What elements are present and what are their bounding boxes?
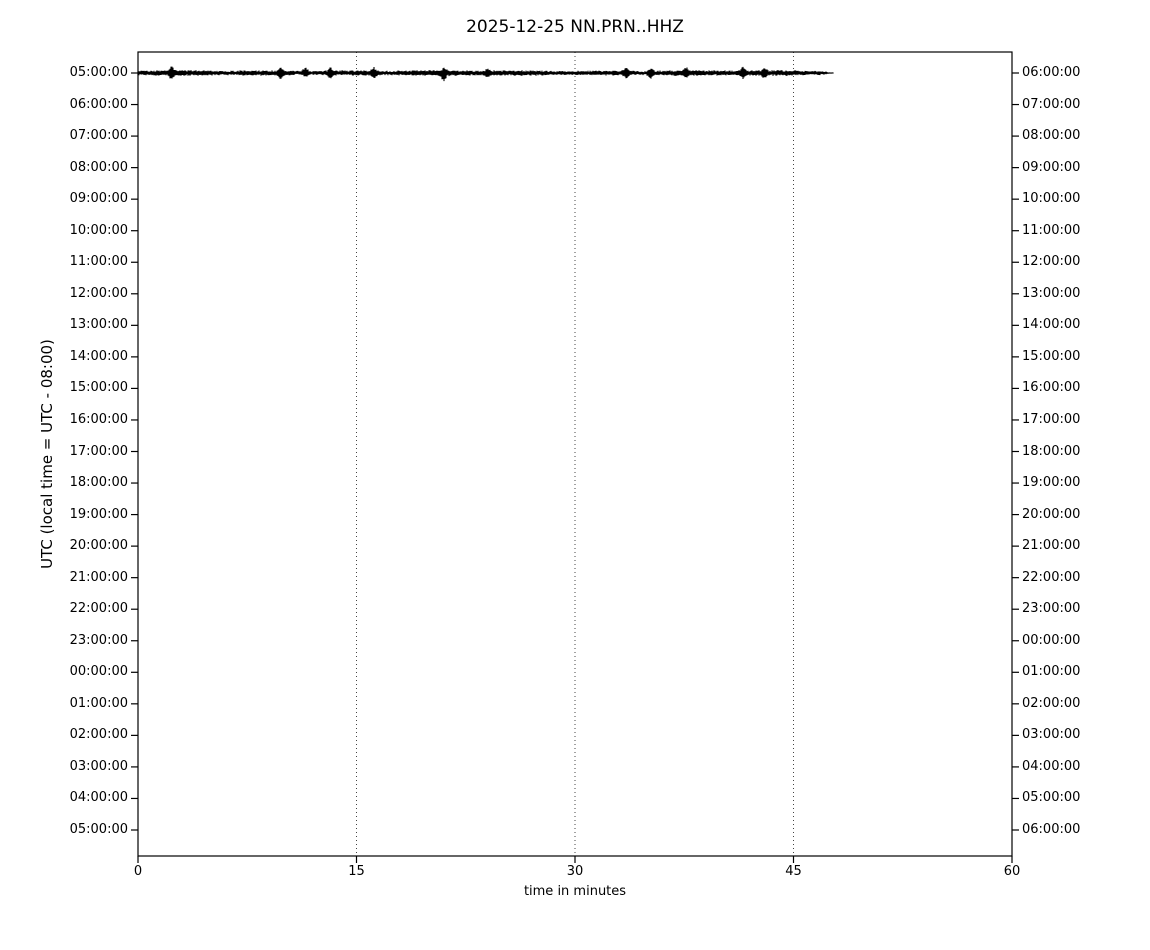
y-tick-label-right: 10:00:00 (1022, 191, 1081, 207)
y-tick-label-left: 04:00:00 (69, 790, 128, 806)
y-tick-label-right: 20:00:00 (1022, 506, 1081, 522)
y-tick-label-right: 08:00:00 (1022, 128, 1081, 144)
y-tick-label-right: 14:00:00 (1022, 317, 1081, 333)
y-tick-label-right: 21:00:00 (1022, 538, 1081, 554)
x-tick-label: 45 (785, 864, 802, 879)
y-tick-label-left: 09:00:00 (69, 191, 128, 207)
x-axis-label: time in minutes (523, 884, 627, 899)
y-tick-label-left: 17:00:00 (69, 443, 128, 459)
y-tick-label-left: 15:00:00 (69, 380, 128, 396)
y-tick-label-left: 05:00:00 (69, 822, 128, 837)
y-tick-label-right: 22:00:00 (1022, 569, 1081, 585)
y-tick-label-left: 20:00:00 (69, 538, 128, 554)
y-tick-label-right: 09:00:00 (1022, 159, 1081, 175)
y-tick-label-right: 00:00:00 (1022, 632, 1081, 648)
y-tick-label-left: 06:00:00 (69, 96, 128, 112)
y-tick-label-right: 13:00:00 (1022, 285, 1081, 301)
y-tick-label-left: 12:00:00 (69, 285, 128, 301)
y-tick-label-right: 02:00:00 (1022, 695, 1081, 711)
y-tick-label-left: 13:00:00 (69, 317, 128, 333)
x-tick-label: 60 (1003, 864, 1021, 879)
y-tick-label-right: 03:00:00 (1022, 727, 1081, 743)
y-tick-label-left: 05:00:00 (69, 65, 128, 80)
y-tick-label-left: 22:00:00 (69, 601, 128, 617)
y-tick-label-right: 16:00:00 (1022, 380, 1081, 396)
y-tick-label-right: 07:00:00 (1022, 96, 1081, 112)
y-tick-label-right: 15:00:00 (1022, 348, 1081, 364)
y-tick-label-right: 17:00:00 (1022, 411, 1081, 427)
x-tick-label: 0 (133, 864, 143, 879)
y-tick-label-left: 19:00:00 (69, 506, 128, 522)
x-tick-label: 15 (348, 864, 365, 879)
y-tick-label-left: 16:00:00 (69, 411, 128, 427)
y-tick-label-right: 18:00:00 (1022, 443, 1081, 459)
y-tick-label-left: 11:00:00 (69, 254, 128, 270)
y-tick-label-right: 23:00:00 (1022, 601, 1081, 617)
y-tick-label-left: 02:00:00 (69, 727, 128, 743)
y-tick-label-left: 14:00:00 (69, 348, 128, 364)
y-tick-label-right: 06:00:00 (1022, 822, 1081, 837)
y-tick-label-left: 03:00:00 (69, 758, 128, 774)
y-tick-label-left: 18:00:00 (69, 475, 128, 491)
y-tick-label-left: 23:00:00 (69, 632, 128, 648)
y-tick-label-right: 04:00:00 (1022, 758, 1081, 774)
y-tick-label-left: 10:00:00 (69, 222, 128, 238)
y-tick-label-right: 11:00:00 (1022, 222, 1081, 238)
y-tick-label-left: 08:00:00 (69, 159, 128, 175)
x-tick-label: 30 (566, 864, 584, 879)
y-tick-label-right: 06:00:00 (1022, 65, 1081, 80)
y-tick-label-right: 12:00:00 (1022, 254, 1081, 270)
y-tick-label-left: 21:00:00 (69, 569, 128, 585)
plot-title: 2025-12-25 NN.PRN..HHZ (466, 17, 684, 37)
y-tick-label-right: 01:00:00 (1022, 664, 1081, 680)
y-tick-label-left: 07:00:00 (69, 128, 128, 144)
y-tick-label-left: 00:00:00 (69, 664, 128, 680)
y-tick-label-right: 19:00:00 (1022, 475, 1081, 491)
y-tick-label-left: 01:00:00 (69, 695, 128, 711)
waveform-trace (137, 66, 834, 82)
y-tick-label-right: 05:00:00 (1022, 790, 1081, 806)
